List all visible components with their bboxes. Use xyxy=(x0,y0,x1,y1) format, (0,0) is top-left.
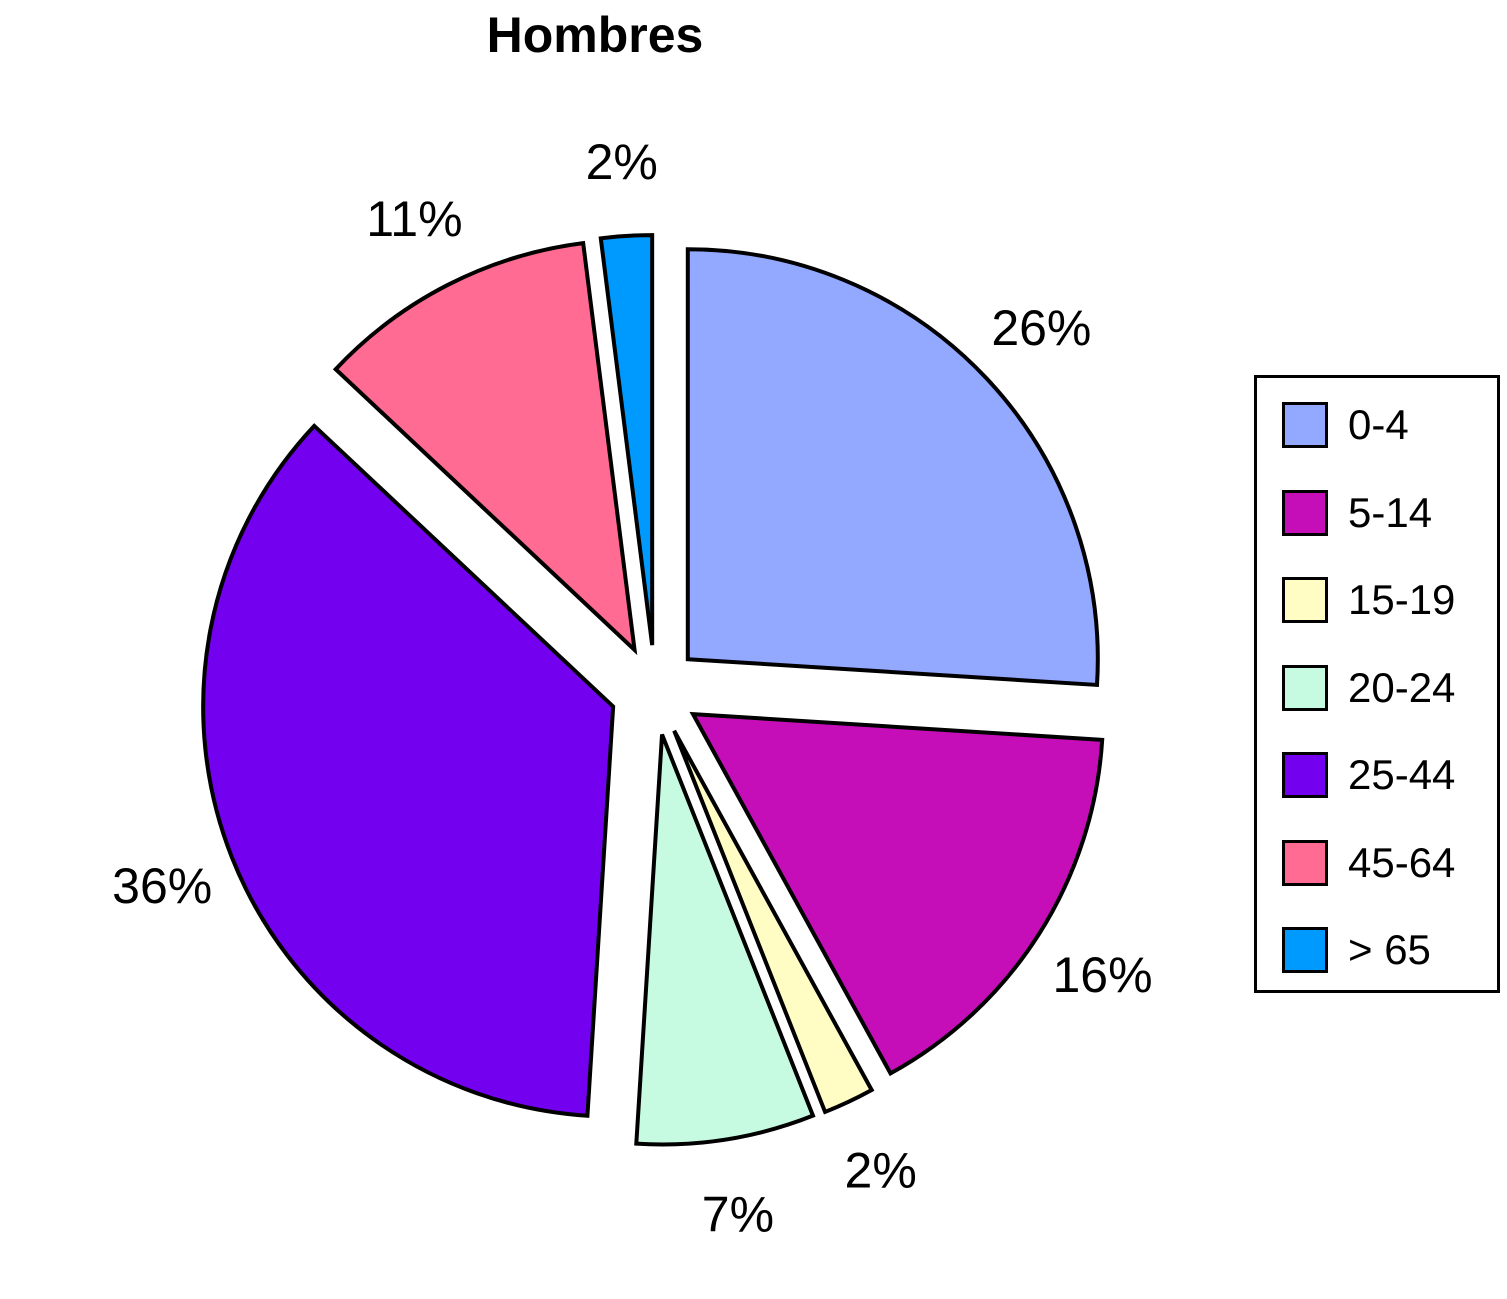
legend-label: 0-4 xyxy=(1348,401,1409,448)
legend-item: > 65 xyxy=(1282,925,1431,975)
legend-swatch xyxy=(1282,664,1328,711)
legend-swatch xyxy=(1282,839,1328,886)
legend-label: 25-44 xyxy=(1348,751,1456,798)
legend-label: > 65 xyxy=(1348,926,1431,973)
legend-item: 20-24 xyxy=(1282,663,1455,713)
legend-swatch xyxy=(1282,752,1328,798)
legend-label: 15-19 xyxy=(1348,576,1456,623)
pie-slice-45-64 xyxy=(332,240,638,656)
slice-percent-label: 11% xyxy=(366,191,462,247)
legend-swatch xyxy=(1282,402,1328,448)
legend-label: 20-24 xyxy=(1348,663,1456,711)
legend-item: 0-4 xyxy=(1282,400,1409,450)
pie-slice-65 xyxy=(598,233,655,646)
slice-percent-label: 16% xyxy=(1052,947,1152,1003)
legend-swatch xyxy=(1282,927,1328,973)
legend-item: 5-14 xyxy=(1282,488,1432,538)
legend-item: 45-64 xyxy=(1282,838,1455,888)
pie-slice-5-14 xyxy=(689,711,1105,1077)
pie-slice-25-44 xyxy=(201,423,616,1118)
pie-labels: 26% 16% 2% 7% 36% 11% 2% xyxy=(112,134,1152,1242)
slice-percent-label: 7% xyxy=(702,1186,774,1242)
pie-slice-20-24 xyxy=(634,733,816,1147)
legend-item: 25-44 xyxy=(1282,750,1455,800)
slice-percent-label: 26% xyxy=(991,300,1091,356)
legend: 0-4 5-14 15-19 20-24 25-44 45-64 > 65 xyxy=(1254,375,1500,993)
legend-swatch xyxy=(1282,577,1328,623)
pie-slice-0-4 xyxy=(685,247,1100,688)
slice-percent-label: 2% xyxy=(586,134,658,190)
legend-label: 45-64 xyxy=(1348,838,1456,886)
legend-label: 5-14 xyxy=(1348,488,1433,536)
slice-percent-label: 36% xyxy=(112,858,212,914)
legend-item: 15-19 xyxy=(1282,575,1455,625)
slice-percent-label: 2% xyxy=(845,1143,917,1199)
chart-title: Hombres xyxy=(486,7,704,63)
pie-slice-15-19 xyxy=(672,729,875,1115)
pie-slices xyxy=(201,233,1105,1147)
legend-swatch xyxy=(1282,489,1328,536)
